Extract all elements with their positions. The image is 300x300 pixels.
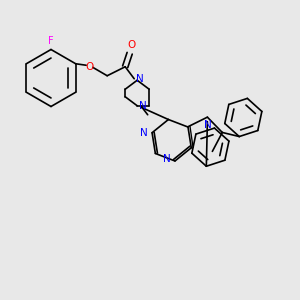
Text: F: F <box>48 37 54 46</box>
Text: O: O <box>127 40 135 50</box>
Text: N: N <box>136 74 143 84</box>
Text: N: N <box>140 128 148 138</box>
Text: O: O <box>85 62 93 72</box>
Text: N: N <box>203 120 211 130</box>
Text: N: N <box>163 154 170 164</box>
Text: N: N <box>139 101 146 111</box>
